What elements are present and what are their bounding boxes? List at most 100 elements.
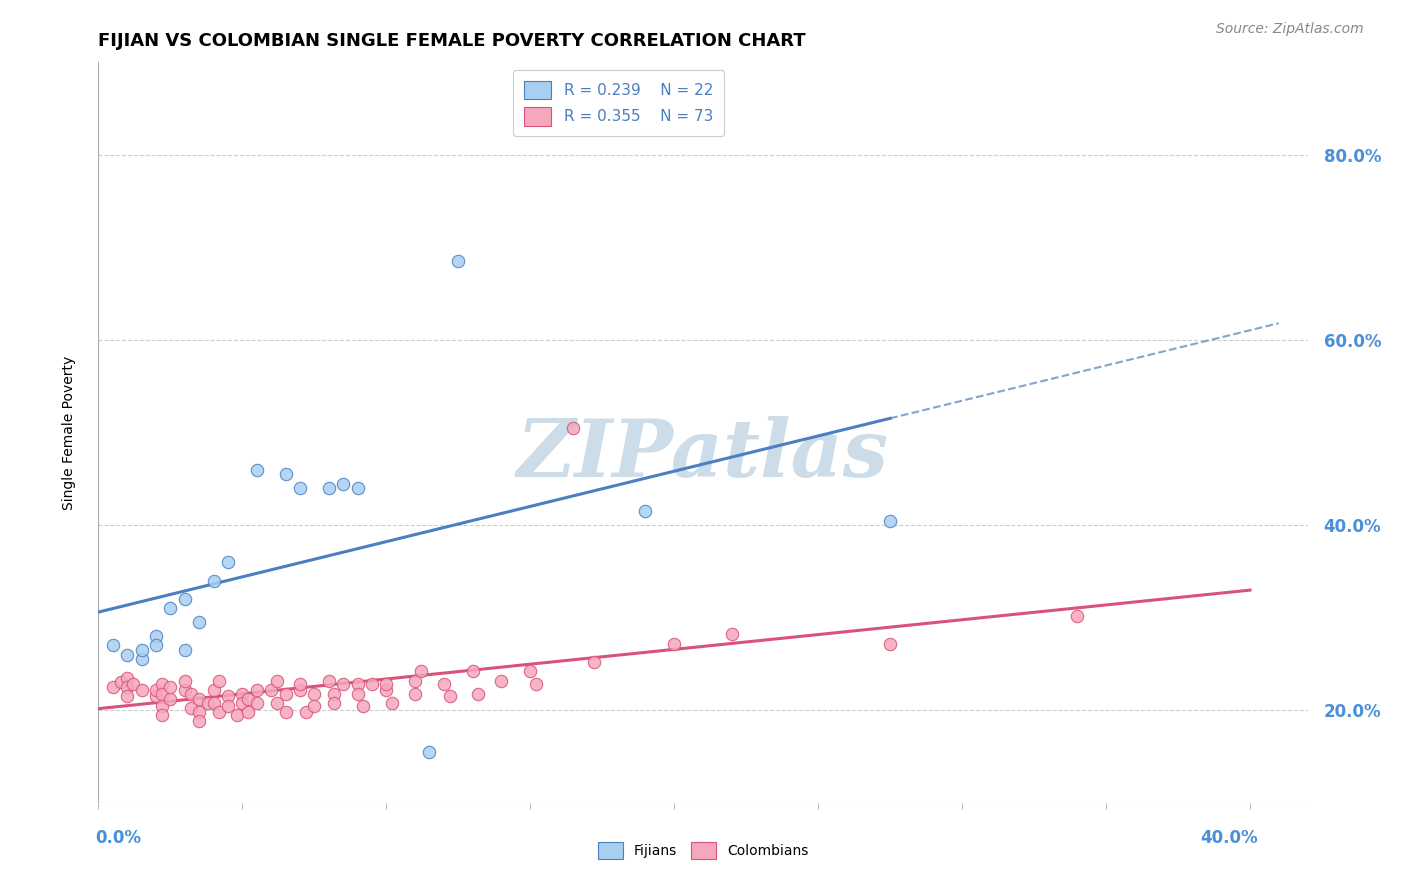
Point: [375, 682, 398, 697]
Point: [404, 673, 426, 688]
Point: [288, 682, 311, 697]
Point: [115, 680, 138, 694]
Point: [131, 652, 153, 666]
Point: [180, 687, 202, 701]
Point: [101, 680, 124, 694]
Point: [225, 707, 247, 722]
Point: [439, 690, 461, 704]
Point: [150, 677, 173, 691]
Point: [461, 665, 484, 679]
Point: [304, 687, 326, 701]
Point: [131, 682, 153, 697]
Point: [236, 705, 259, 719]
Point: [519, 665, 541, 679]
Point: [409, 665, 432, 679]
Point: [294, 705, 316, 719]
Point: [145, 682, 167, 697]
Point: [202, 696, 225, 710]
Point: [346, 677, 368, 691]
Point: [447, 254, 470, 268]
Point: [318, 673, 340, 688]
Point: [217, 690, 239, 704]
Point: [188, 615, 211, 630]
Point: [288, 481, 311, 495]
Legend: Fijians, Colombians: Fijians, Colombians: [591, 835, 815, 866]
Point: [418, 745, 440, 759]
Point: [332, 677, 354, 691]
Point: [288, 677, 311, 691]
Point: [217, 555, 239, 569]
Point: [720, 627, 742, 641]
Point: [361, 677, 384, 691]
Point: [202, 574, 225, 588]
Point: [188, 714, 211, 729]
Point: [266, 696, 288, 710]
Point: [246, 696, 269, 710]
Point: [634, 504, 657, 518]
Point: [115, 690, 138, 704]
Point: [236, 692, 259, 706]
Point: [491, 673, 513, 688]
Point: [352, 698, 374, 713]
Point: [173, 682, 195, 697]
Point: [274, 687, 297, 701]
Point: [150, 698, 173, 713]
Point: [246, 682, 269, 697]
Point: [318, 481, 340, 495]
Point: [266, 673, 288, 688]
Point: [260, 682, 283, 697]
Point: [323, 696, 346, 710]
Point: [274, 705, 297, 719]
Point: [145, 629, 167, 643]
Text: Source: ZipAtlas.com: Source: ZipAtlas.com: [1216, 22, 1364, 37]
Point: [433, 677, 456, 691]
Point: [304, 698, 326, 713]
Point: [524, 677, 547, 691]
Point: [173, 643, 195, 657]
Point: [122, 677, 145, 691]
Text: ZIPatlas: ZIPatlas: [517, 416, 889, 493]
Point: [115, 671, 138, 685]
Point: [115, 648, 138, 662]
Point: [879, 637, 901, 651]
Point: [202, 682, 225, 697]
Point: [346, 481, 368, 495]
Point: [101, 639, 124, 653]
Point: [197, 696, 219, 710]
Point: [188, 705, 211, 719]
Text: 40.0%: 40.0%: [1201, 829, 1258, 847]
Point: [145, 690, 167, 704]
Point: [159, 601, 181, 615]
Point: [346, 687, 368, 701]
Point: [467, 687, 489, 701]
Point: [180, 701, 202, 715]
Point: [173, 673, 195, 688]
Point: [404, 687, 426, 701]
Point: [110, 675, 132, 690]
Point: [217, 698, 239, 713]
Point: [664, 637, 686, 651]
Y-axis label: Single Female Poverty: Single Female Poverty: [62, 356, 76, 509]
Point: [150, 687, 173, 701]
Point: [323, 687, 346, 701]
Point: [879, 514, 901, 528]
Point: [208, 705, 231, 719]
Point: [159, 692, 181, 706]
Point: [150, 707, 173, 722]
Point: [274, 467, 297, 482]
Point: [173, 592, 195, 607]
Point: [375, 677, 398, 691]
Point: [208, 673, 231, 688]
Text: 0.0%: 0.0%: [96, 829, 142, 847]
Point: [131, 643, 153, 657]
Point: [381, 696, 404, 710]
Point: [562, 421, 585, 435]
Point: [1066, 608, 1088, 623]
Point: [231, 687, 253, 701]
Point: [332, 476, 354, 491]
Point: [145, 639, 167, 653]
Point: [159, 680, 181, 694]
Point: [582, 655, 605, 669]
Text: FIJIAN VS COLOMBIAN SINGLE FEMALE POVERTY CORRELATION CHART: FIJIAN VS COLOMBIAN SINGLE FEMALE POVERT…: [98, 32, 806, 50]
Point: [246, 462, 269, 476]
